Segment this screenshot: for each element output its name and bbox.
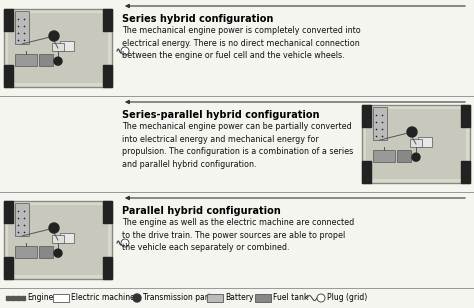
Bar xyxy=(103,257,112,279)
Text: Transmission part: Transmission part xyxy=(143,294,211,302)
Text: Engine: Engine xyxy=(27,294,53,302)
Bar xyxy=(103,65,112,87)
Bar xyxy=(6,296,9,300)
Bar xyxy=(397,150,411,162)
Bar xyxy=(373,107,387,140)
Circle shape xyxy=(407,127,417,137)
Circle shape xyxy=(133,294,141,302)
Bar xyxy=(60,233,74,243)
Circle shape xyxy=(49,31,59,41)
Circle shape xyxy=(49,223,59,233)
Bar xyxy=(15,11,29,44)
Text: Plug (grid): Plug (grid) xyxy=(327,294,367,302)
Text: Fuel tank: Fuel tank xyxy=(273,294,309,302)
Text: Parallel hybrid configuration: Parallel hybrid configuration xyxy=(122,206,281,216)
Bar xyxy=(8,205,108,275)
Bar xyxy=(418,137,432,147)
Bar xyxy=(4,201,13,223)
Text: Series-parallel hybrid configuration: Series-parallel hybrid configuration xyxy=(122,110,319,120)
Bar xyxy=(362,105,470,183)
Circle shape xyxy=(412,153,420,161)
Bar xyxy=(15,54,37,66)
Bar xyxy=(52,43,64,51)
Text: The engine as well as the electric machine are connected
to the drive train. The: The engine as well as the electric machi… xyxy=(122,218,354,252)
Bar xyxy=(4,201,112,279)
Bar xyxy=(39,54,53,66)
Circle shape xyxy=(54,249,62,257)
Circle shape xyxy=(317,294,325,302)
Bar xyxy=(461,105,470,127)
Text: The mechanical engine power can be partially converted
into electrical energy an: The mechanical engine power can be parti… xyxy=(122,122,353,168)
Bar xyxy=(15,203,29,236)
Bar xyxy=(4,257,13,279)
Bar xyxy=(103,9,112,31)
Bar xyxy=(207,294,223,302)
Bar xyxy=(8,13,108,83)
Bar xyxy=(39,246,53,258)
Text: Electric machine: Electric machine xyxy=(71,294,135,302)
Text: Battery: Battery xyxy=(225,294,254,302)
Bar xyxy=(366,109,466,179)
Bar xyxy=(373,150,395,162)
Bar xyxy=(4,65,13,87)
Bar xyxy=(255,294,271,302)
Bar xyxy=(60,41,74,51)
Bar xyxy=(362,161,371,183)
Bar xyxy=(4,9,13,31)
Circle shape xyxy=(54,57,62,65)
Bar xyxy=(461,161,470,183)
Bar xyxy=(410,139,422,147)
Bar xyxy=(11,296,15,300)
Bar xyxy=(21,296,25,300)
Circle shape xyxy=(121,239,129,247)
Bar xyxy=(362,105,371,127)
Bar xyxy=(16,296,19,300)
Bar xyxy=(4,9,112,87)
Text: The mechanical engine power is completely converted into
electrical energy. Ther: The mechanical engine power is completel… xyxy=(122,26,361,60)
Circle shape xyxy=(121,47,129,55)
Bar xyxy=(103,201,112,223)
Bar xyxy=(15,246,37,258)
Text: Series hybrid configuration: Series hybrid configuration xyxy=(122,14,273,24)
Bar xyxy=(52,235,64,243)
Bar xyxy=(53,294,69,302)
